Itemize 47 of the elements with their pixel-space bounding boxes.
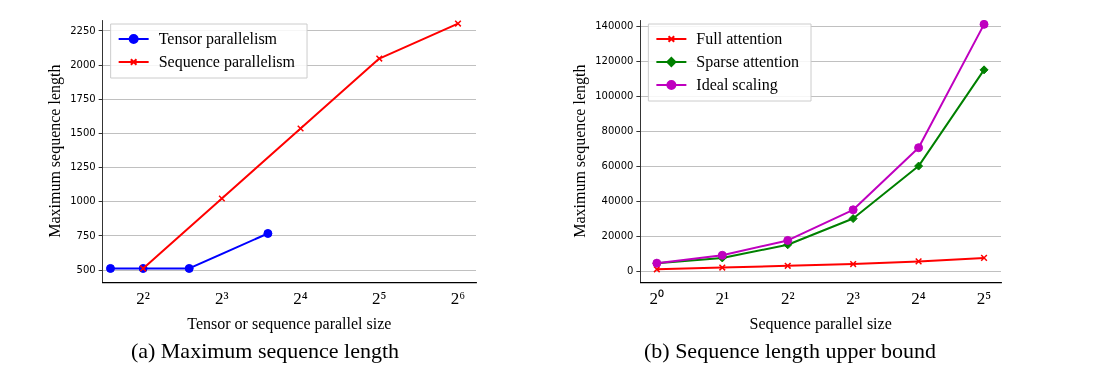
y-tick-label: 750 (76, 229, 96, 241)
x-tick-label: 2⁴ (293, 289, 308, 309)
y-tick-label: 100000 (595, 89, 634, 101)
point (783, 235, 793, 245)
y-axis-title: Maximum sequence length (45, 64, 64, 238)
legend-label: Tensor parallelism (158, 30, 278, 49)
y-tick-label: 2000 (70, 58, 96, 70)
text: (a) Maximum sequence length (129, 338, 401, 364)
point (914, 161, 924, 171)
point (915, 257, 923, 265)
y-tick-label: 140000 (595, 19, 634, 31)
y-tick-label: 1250 (70, 161, 96, 173)
x-axis-title: Sequence parallel size (749, 314, 892, 333)
x-tick-label: 2⁶ (450, 289, 466, 309)
x-tick-label: 2⁵ (372, 289, 387, 309)
x-tick-label: 2³ (846, 289, 860, 309)
y-axis-title: Maximum sequence length (570, 64, 589, 238)
legend-label: Ideal scaling (696, 76, 778, 95)
text: (b) Sequence length upper bound (643, 338, 937, 364)
y-tick-label: 1750 (70, 92, 96, 104)
legend-label: Sparse attention (696, 53, 800, 72)
legend-label: Full attention (696, 30, 783, 48)
x-tick-label: 2⁰ (649, 289, 665, 309)
point (979, 65, 989, 75)
point (848, 205, 858, 215)
point (914, 143, 924, 153)
point (980, 254, 988, 262)
y-tick-label: 120000 (595, 54, 634, 66)
y-tick-label: 60000 (601, 159, 634, 171)
point (979, 20, 989, 29)
x-tick-label: 2⁴ (911, 289, 926, 309)
x-tick-label: 2² (780, 289, 795, 309)
x-tick-label: 2² (136, 289, 150, 309)
y-tick-label: 20000 (601, 229, 634, 241)
point (848, 214, 858, 224)
x-tick-label: 2¹ (715, 289, 730, 309)
x-tick-label: 2⁵ (976, 289, 992, 309)
y-tick-label: 40000 (601, 194, 634, 206)
y-tick-label: 0 (627, 264, 634, 276)
y-tick-label: 80000 (601, 124, 634, 136)
y-tick-label: 2250 (70, 24, 96, 36)
y-tick-label: 1500 (70, 127, 96, 139)
legend-label: Sequence parallelism (158, 53, 296, 72)
y-tick-label: 500 (76, 263, 96, 275)
x-tick-label: 2³ (215, 289, 229, 309)
y-tick-label: 1000 (70, 195, 96, 207)
x-axis-title: Tensor or sequence parallel size (187, 314, 392, 333)
